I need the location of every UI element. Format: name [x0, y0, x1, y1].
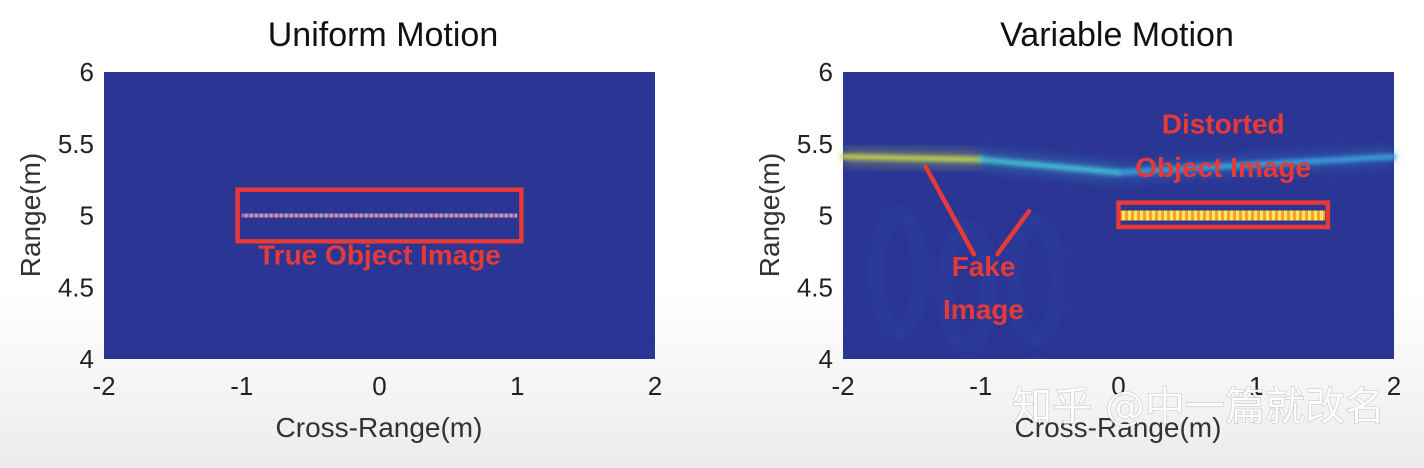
x-tick-label: 1 [510, 371, 524, 401]
x-tick-label: 2 [1387, 371, 1401, 401]
chart-marks: True Object Image [235, 187, 524, 270]
x-tick-label: 2 [648, 371, 662, 401]
uniform-motion-chart: Uniform Motion True Object Image 4 4.5 5 5.… [15, 16, 662, 443]
x-tick-label: 0 [1111, 371, 1125, 401]
background-artifact [1010, 217, 1061, 344]
x-tick-label: -1 [969, 371, 992, 401]
x-tick-label: -2 [92, 371, 115, 401]
image-streak-core [1118, 210, 1326, 221]
image-streak [978, 157, 1121, 175]
y-tick-label: 4 [80, 344, 94, 374]
y-tick-label: 6 [80, 57, 94, 87]
x-axis-ticks: -2 -1 0 1 2 [92, 371, 662, 401]
x-tick-label: 0 [372, 371, 386, 401]
annotation-pointer [995, 208, 1032, 257]
y-tick-label: 5 [819, 201, 833, 231]
x-axis-ticks: -2 -1 0 1 2 [831, 371, 1401, 401]
x-tick-label: -1 [230, 371, 253, 401]
x-tick-label: -2 [831, 371, 854, 401]
y-axis-label: Range(m) [15, 153, 46, 277]
highlight-box [235, 187, 524, 244]
y-tick-label: 4.5 [58, 272, 94, 302]
y-tick-label: 4 [819, 344, 833, 374]
y-tick-label: 5.5 [58, 129, 94, 159]
background-artifact [941, 224, 992, 351]
highlight-box [1116, 200, 1331, 230]
x-axis-label: Cross-Range(m) [276, 412, 483, 443]
variable-motion-chart: Variable Motion Fake Image Distorted Object… [754, 16, 1401, 443]
y-tick-label: 5 [80, 201, 94, 231]
background-artifact [873, 209, 924, 336]
y-axis-ticks: 4 4.5 5 5.5 6 [797, 57, 833, 374]
y-tick-label: 4.5 [797, 272, 833, 302]
annotation-label: Object Image [1135, 152, 1311, 183]
annotation-pointer [923, 164, 977, 257]
image-streak [840, 154, 984, 163]
annotation-label: Distorted [1162, 109, 1285, 140]
watermark: 知乎 @中一篇就改名 [1012, 384, 1385, 430]
annotation-label: True Object Image [258, 239, 501, 270]
chart-title: Uniform Motion [268, 16, 499, 54]
image-streak [1116, 154, 1397, 175]
chart-marks: Fake Image Distorted Object Image [840, 109, 1397, 351]
annotation-label: Fake [952, 251, 1016, 282]
x-tick-label: 1 [1249, 371, 1263, 401]
y-axis-label: Range(m) [754, 153, 785, 277]
y-tick-label: 6 [819, 57, 833, 87]
annotation-label: Image [943, 294, 1024, 325]
image-streak-core [241, 213, 518, 218]
y-axis-ticks: 4 4.5 5 5.5 6 [58, 57, 94, 374]
y-tick-label: 5.5 [797, 129, 833, 159]
x-axis-label: Cross-Range(m) [1015, 412, 1222, 443]
chart-title: Variable Motion [1000, 16, 1234, 54]
